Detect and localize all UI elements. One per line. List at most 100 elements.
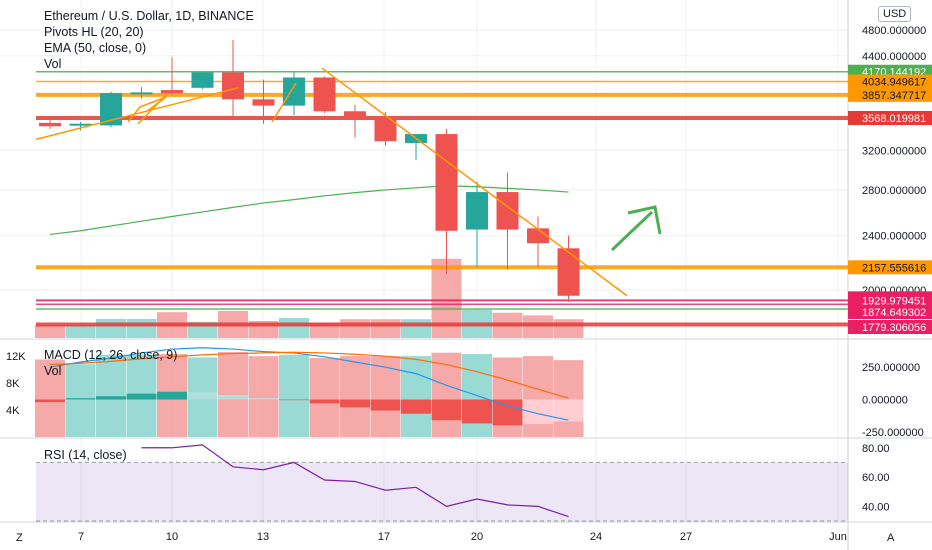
forecast-arrow-head <box>627 205 662 235</box>
macd-volume-tick-label: 4K <box>6 405 20 417</box>
candle-body <box>374 117 397 142</box>
candle-body <box>283 77 305 106</box>
macd-histogram-bar <box>370 399 401 411</box>
vol-legend: Vol <box>44 57 62 71</box>
volume-bar <box>279 318 309 338</box>
volume-bar <box>340 319 370 338</box>
x-tick-label: 24 <box>590 531 602 543</box>
macd-legend-block: MACD (12, 26, close, 9) Vol <box>44 347 177 379</box>
candle-body <box>222 72 244 100</box>
price-label: 1929.979451 <box>862 295 926 307</box>
macd-histogram-bar <box>401 399 431 414</box>
candle-body <box>39 122 61 127</box>
candle-body <box>130 92 153 95</box>
macd-histogram-bar <box>65 398 96 400</box>
macd-line <box>49 347 569 421</box>
macd-histogram-bar <box>523 399 553 425</box>
rsi-legend-block: RSI (14, close) <box>44 447 127 463</box>
price-tick-label: 4800.000000 <box>862 25 926 37</box>
volume-bar <box>35 324 65 338</box>
rsi-band <box>36 462 848 521</box>
macd-histogram-bar <box>462 399 492 424</box>
macd-volume-bar <box>523 356 553 437</box>
candle-body <box>466 192 488 230</box>
macd-histogram-bar <box>553 399 584 422</box>
macd-histogram-bar <box>248 398 279 400</box>
currency-badge[interactable]: USD <box>878 6 912 22</box>
price-label-bg <box>848 305 932 319</box>
macd-legend: MACD (12, 26, close, 9) <box>44 348 178 362</box>
candle-body <box>527 228 549 244</box>
rsi-line <box>141 444 569 518</box>
arrow-drawing <box>271 82 297 123</box>
rsi-tick-label: 60.00 <box>862 472 890 484</box>
volume-bar <box>370 319 401 338</box>
volume-bar <box>523 315 553 338</box>
price-label: 3568.019981 <box>862 113 926 125</box>
x-tick-label: 7 <box>78 531 84 543</box>
price-label: 4034.949617 <box>862 77 926 89</box>
x-tick-label: 17 <box>378 531 390 543</box>
candle-body <box>191 72 214 88</box>
volume-bar <box>553 319 584 338</box>
macd-histogram-bar <box>279 399 309 401</box>
timezone-icon[interactable]: Z <box>16 532 23 544</box>
price-label-bg <box>848 111 932 126</box>
macd-volume-bar <box>218 352 248 437</box>
rsi-tick-label: 40.00 <box>862 501 890 513</box>
price-tick-label: 4400.000000 <box>862 51 926 63</box>
macd-tick-label: 250.000000 <box>862 362 920 374</box>
price-tick-label: 2800.000000 <box>862 185 926 197</box>
candle-body <box>313 77 336 112</box>
macd-volume-bar <box>340 356 370 437</box>
volume-bar <box>126 318 157 338</box>
ema-legend: EMA (50, close, 0) <box>44 41 147 55</box>
price-label-bg <box>848 74 932 89</box>
macd-volume-tick-label: 8K <box>6 378 20 390</box>
macd-volume-bar <box>370 356 401 437</box>
volume-bar <box>401 319 431 338</box>
price-label: 1874.649302 <box>862 307 926 319</box>
price-tick-label: 2400.000000 <box>862 231 926 243</box>
macd-histogram-bar <box>431 399 462 421</box>
macd-volume-tick-label: 12K <box>6 351 26 363</box>
macd-volume-bar <box>65 364 96 437</box>
macd-volume-bar <box>35 359 65 437</box>
macd-tick-label: 0.000000 <box>862 394 908 406</box>
volume-bar <box>96 318 126 338</box>
arrow-drawing <box>137 92 169 125</box>
candle-body <box>344 111 366 118</box>
rsi-tick-label: 80.00 <box>862 443 890 455</box>
price-tick-label: 3200.000000 <box>862 145 926 157</box>
price-label-bg <box>848 320 932 334</box>
price-label: 2157.555616 <box>862 262 926 274</box>
macd-histogram-bar <box>218 394 248 400</box>
pivots-legend: Pivots HL (20, 20) <box>44 25 144 39</box>
volume-bar <box>309 322 340 338</box>
macd-volume-bar <box>96 354 126 437</box>
forecast-arrow-shaft <box>610 210 654 252</box>
price-label: 3857.347717 <box>862 90 926 102</box>
candle-body <box>161 90 183 94</box>
x-tick-label: Jun <box>829 531 847 543</box>
rsi-legend: RSI (14, close) <box>44 448 127 462</box>
signal-line <box>49 351 569 399</box>
trendline-support <box>35 87 239 141</box>
auto-scale-icon[interactable]: A <box>887 532 895 544</box>
candle-body <box>496 192 519 230</box>
candle-body <box>252 99 275 106</box>
main-legend: Ethereum / U.S. Dollar, 1D, BINANCE Pivo… <box>44 8 254 72</box>
x-tick-label: 27 <box>680 531 692 543</box>
macd-volume-bar <box>279 354 309 437</box>
symbol-title: Ethereum / U.S. Dollar, 1D, BINANCE <box>44 9 254 23</box>
macd-histogram-bar <box>187 392 218 400</box>
volume-bar <box>65 324 96 338</box>
macd-histogram-bar <box>35 399 65 403</box>
x-tick-label: 10 <box>166 531 178 543</box>
macd-histogram-bar <box>340 399 370 408</box>
macd-volume-bar <box>401 356 431 437</box>
macd-vol-legend: Vol <box>44 364 62 378</box>
price-label: 1779.306056 <box>862 322 926 334</box>
price-label-bg <box>848 260 932 275</box>
